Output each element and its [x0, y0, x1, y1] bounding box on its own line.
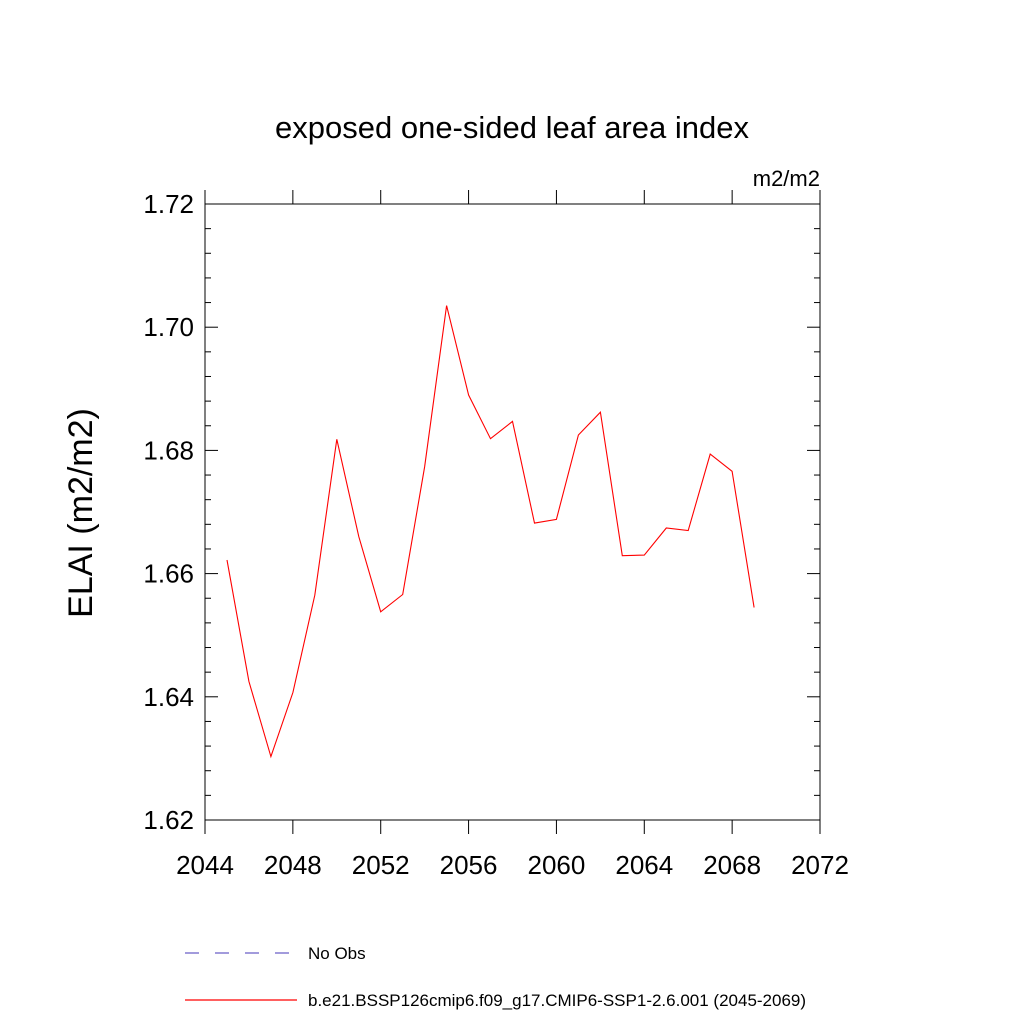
- y-tick-label: 1.62: [143, 805, 194, 835]
- y-tick-label: 1.64: [143, 682, 194, 712]
- x-axis-ticks: 2044 2048 2052 2056 2060 2064 2068 2072: [176, 190, 849, 880]
- legend-label-no-obs: No Obs: [308, 944, 366, 963]
- y-axis-ticks: 1.62 1.64 1.66 1.68 1.70 1.72: [143, 189, 820, 835]
- y-tick-label: 1.70: [143, 312, 194, 342]
- series-line: [226, 305, 755, 759]
- units-label: m2/m2: [753, 166, 820, 191]
- y-tick-label: 1.66: [143, 559, 194, 589]
- y-axis-label: ELAI (m2/m2): [62, 408, 100, 618]
- y-tick-label: 1.72: [143, 189, 194, 219]
- x-tick-label: 2068: [703, 850, 761, 880]
- x-tick-label: 2048: [264, 850, 322, 880]
- plot-frame: [204, 203, 821, 821]
- legend: No Obs b.e21.BSSP126cmip6.f09_g17.CMIP6-…: [185, 944, 806, 1010]
- x-tick-label: 2052: [352, 850, 410, 880]
- chart-title: exposed one-sided leaf area index: [275, 110, 749, 145]
- plot-border: [204, 203, 821, 821]
- x-tick-label: 2044: [176, 850, 234, 880]
- series-layer: [226, 305, 755, 759]
- x-tick-label: 2060: [528, 850, 586, 880]
- x-tick-label: 2064: [615, 850, 673, 880]
- x-tick-label: 2072: [791, 850, 849, 880]
- legend-label-model-run: b.e21.BSSP126cmip6.f09_g17.CMIP6-SSP1-2.…: [308, 991, 806, 1010]
- x-tick-label: 2056: [440, 850, 498, 880]
- y-tick-label: 1.68: [143, 435, 194, 465]
